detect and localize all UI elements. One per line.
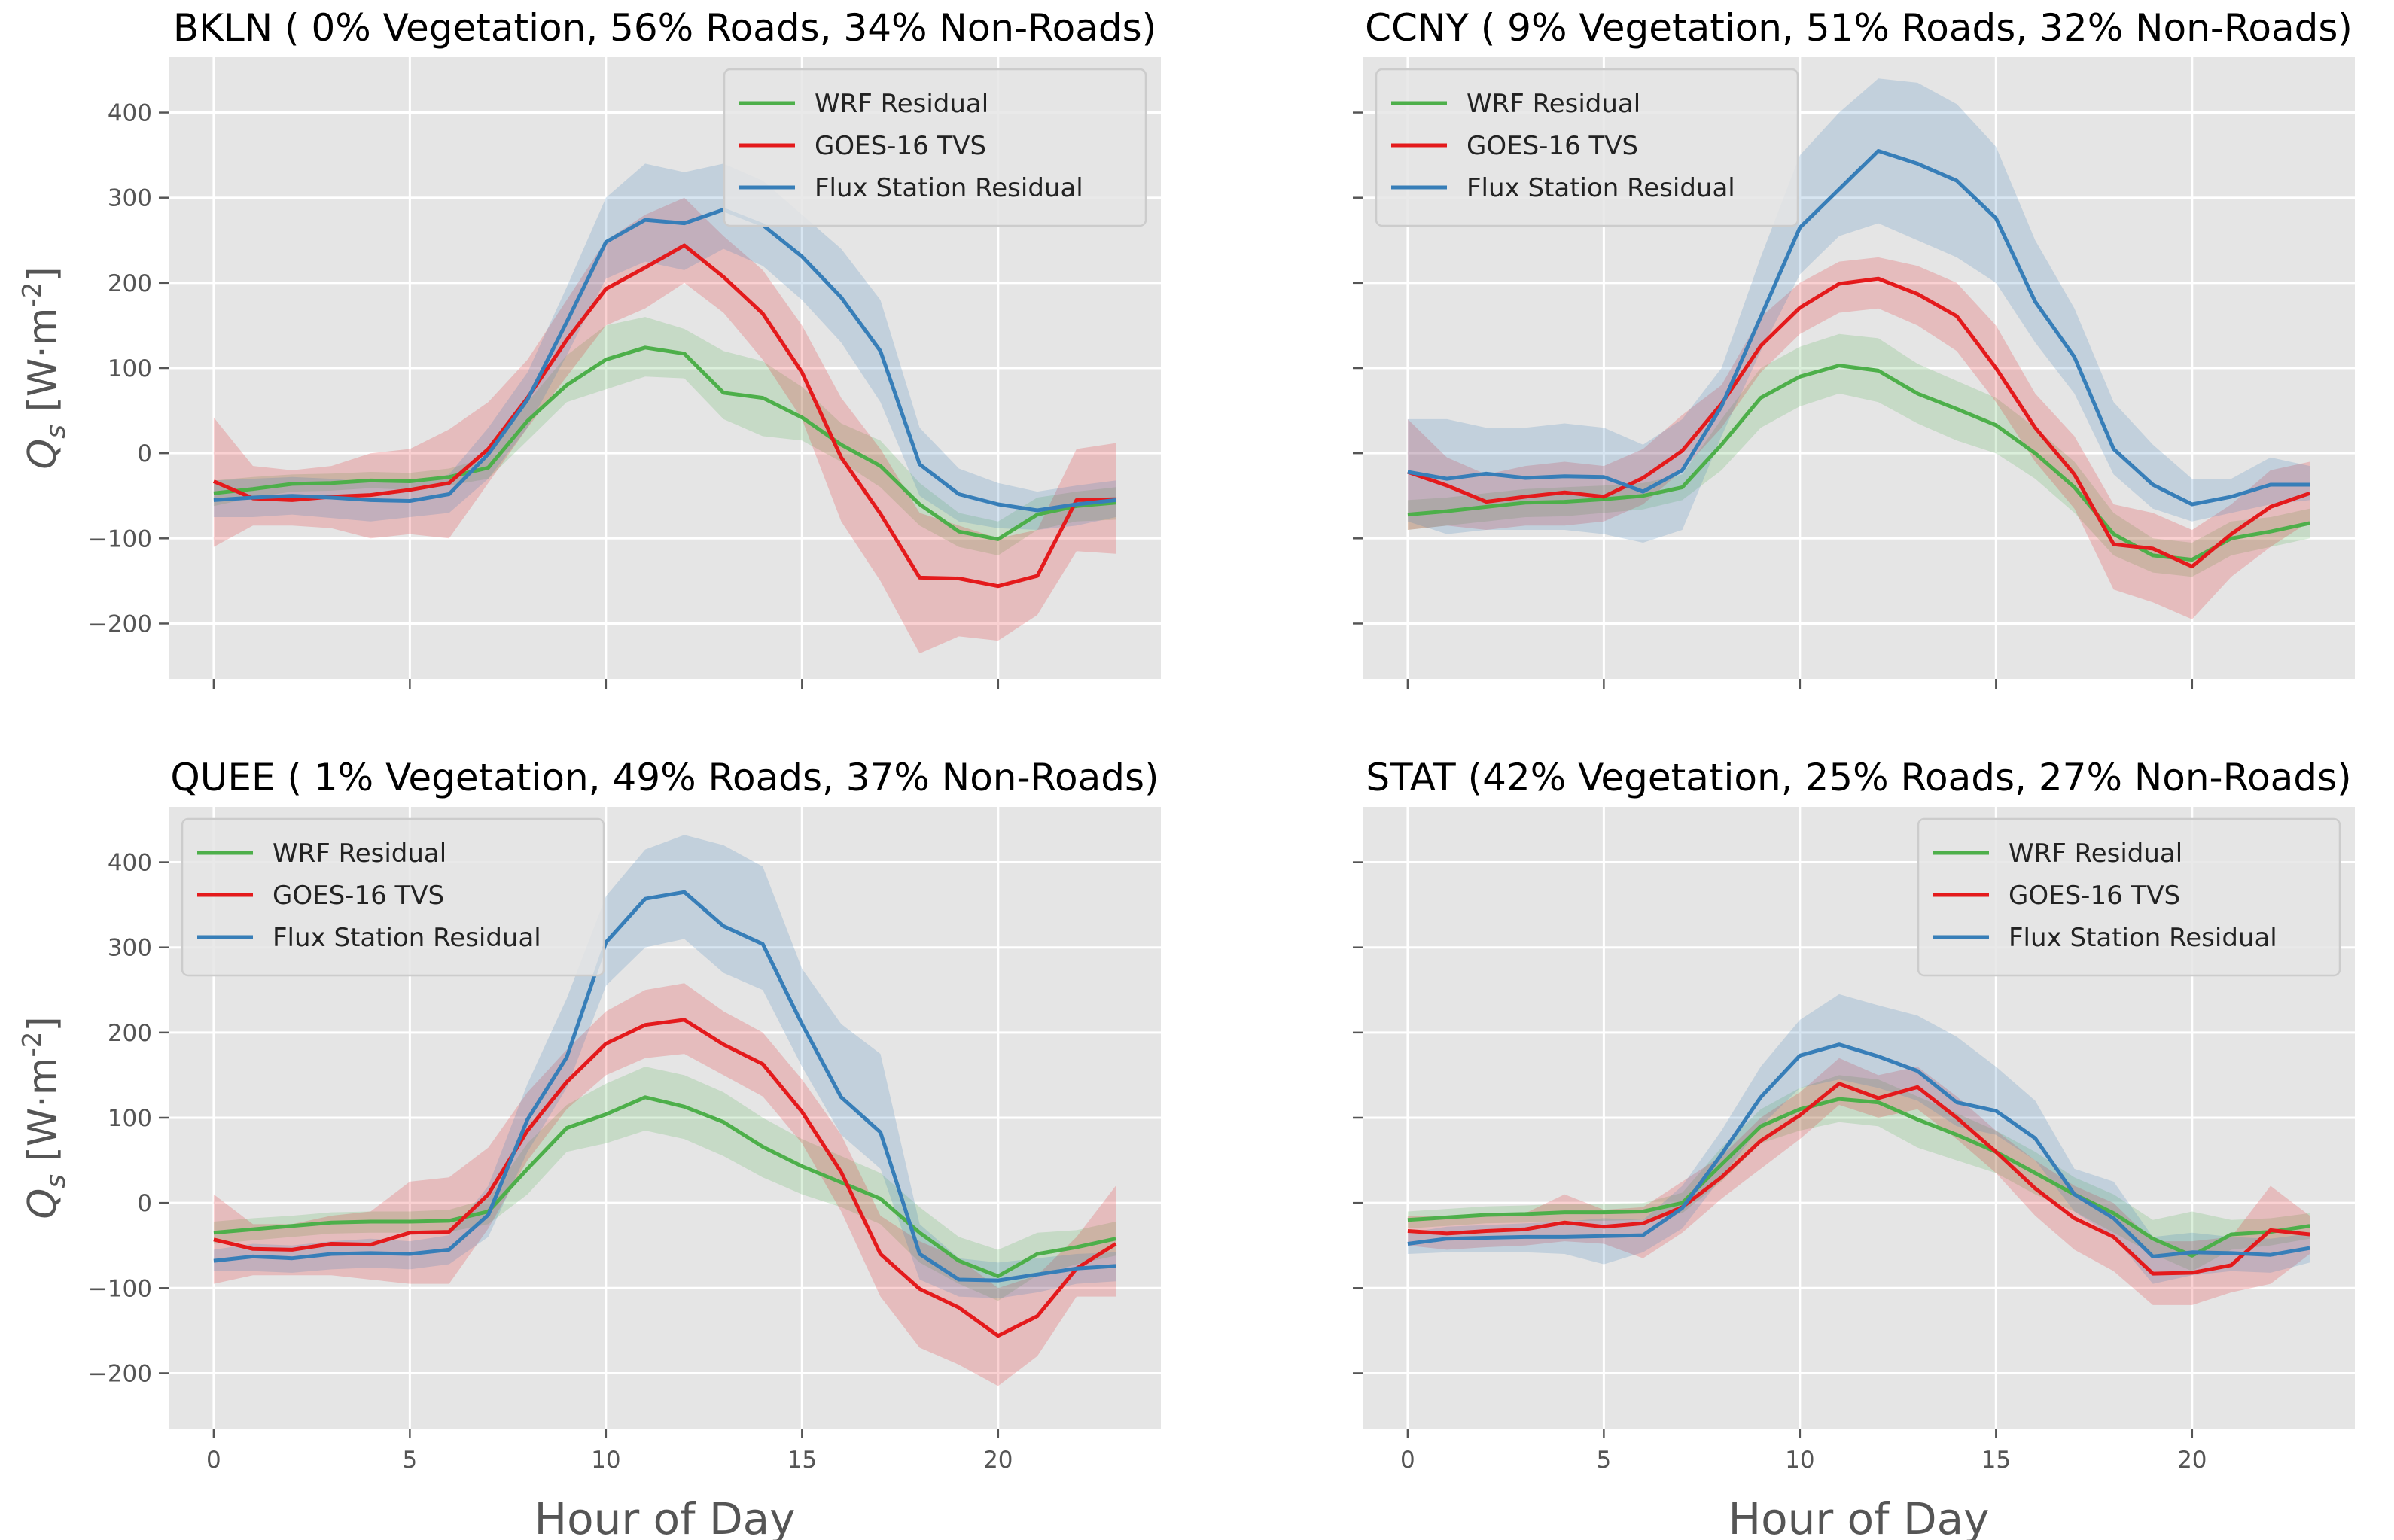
panel-title: CCNY ( 9% Vegetation, 51% Roads, 32% Non…	[1365, 6, 2353, 50]
y-tick-label: −200	[88, 610, 152, 638]
y-tick-label: 300	[108, 185, 152, 212]
panel-title: QUEE ( 1% Vegetation, 49% Roads, 37% Non…	[170, 756, 1159, 799]
line-goes-16-tvs	[212, 243, 1116, 589]
data-layer	[212, 163, 1116, 654]
x-axis-label: Hour of Day	[534, 1493, 795, 1540]
x-tick-label: 10	[1785, 1447, 1814, 1474]
line-flux-station-residual	[213, 208, 1116, 513]
legend-label-wrf-residual: WRF Residual	[2009, 838, 2182, 869]
y-tick-label: −200	[88, 1360, 152, 1387]
y-tick-label: 300	[108, 935, 152, 962]
band-flux-station-residual	[213, 163, 1116, 530]
band-goes-16-tvs	[1407, 257, 2310, 619]
band-flux-station-residual	[213, 835, 1116, 1298]
legend-label-goes-16-tvs: GOES-16 TVS	[815, 131, 986, 161]
y-tick-label: 200	[108, 1020, 152, 1047]
data-layer	[1407, 994, 2310, 1305]
legend-box	[181, 817, 605, 977]
legend-label-goes-16-tvs: GOES-16 TVS	[1467, 131, 1638, 161]
band-wrf-residual	[1407, 333, 2310, 577]
panel-3: −200 −100 0 100 200 300 400 0 5 10 15 20 QUEE ( 1% V…	[17, 756, 1161, 1540]
x-tick-label: 0	[206, 1447, 221, 1474]
x-tick-label: 15	[787, 1447, 817, 1474]
legend: WRF Residual GOES-16 TVS Flux Station Resi…	[723, 68, 1147, 227]
x-tick-label: 15	[1981, 1447, 2011, 1474]
line-wrf-residual	[213, 345, 1116, 541]
y-axis-label: Qs [W·m-2]	[17, 1016, 72, 1219]
y-tick-label: 200	[108, 270, 152, 297]
legend: WRF Residual GOES-16 TVS Flux Station Resi…	[1917, 817, 2341, 977]
data-layer	[213, 835, 1117, 1386]
y-tick-label: −100	[88, 525, 152, 552]
legend-label-wrf-residual: WRF Residual	[815, 89, 988, 119]
line-flux-station-residual	[213, 890, 1116, 1283]
band-goes-16-tvs	[213, 983, 1116, 1386]
line-wrf-residual	[1407, 364, 2310, 562]
panel-4: 0 5 10 15 20 STAT (42% Vegetation, 25% Roads,…	[1353, 756, 2355, 1540]
legend: WRF Residual GOES-16 TVS Flux Station Resi…	[181, 817, 605, 977]
y-tick-label: 0	[137, 440, 152, 467]
legend-label-wrf-residual: WRF Residual	[1467, 89, 1640, 119]
legend-label-wrf-residual: WRF Residual	[273, 838, 446, 869]
legend: WRF Residual GOES-16 TVS Flux Station Resi…	[1375, 68, 1799, 227]
y-tick-label: 400	[108, 850, 152, 877]
line-wrf-residual	[1407, 1097, 2310, 1258]
y-tick-label: 0	[137, 1190, 152, 1217]
line-flux-station-residual	[1407, 1042, 2310, 1258]
legend-box	[1917, 817, 2341, 977]
x-tick-label: 5	[403, 1447, 418, 1474]
x-axis-label: Hour of Day	[1728, 1493, 1989, 1540]
data-layer	[1407, 78, 2310, 619]
legend-label-flux-station-residual: Flux Station Residual	[815, 173, 1083, 203]
line-flux-station-residual	[1407, 149, 2310, 507]
legend-label-flux-station-residual: Flux Station Residual	[273, 923, 541, 953]
line-goes-16-tvs	[1407, 1082, 2310, 1276]
legend-box	[1375, 68, 1799, 227]
x-tick-label: 5	[1597, 1447, 1612, 1474]
legend-label-flux-station-residual: Flux Station Residual	[1467, 173, 1735, 203]
y-axis-label: Qs [W·m-2]	[17, 266, 72, 469]
y-tick-label: 400	[108, 100, 152, 127]
panel-title: STAT (42% Vegetation, 25% Roads, 27% Non…	[1366, 756, 2351, 799]
band-goes-16-tvs	[213, 197, 1116, 654]
band-wrf-residual	[213, 317, 1116, 555]
panel-title: BKLN ( 0% Vegetation, 56% Roads, 34% Non…	[173, 6, 1156, 50]
line-goes-16-tvs	[1407, 276, 2310, 569]
y-tick-label: −100	[88, 1275, 152, 1302]
panel-2: CCNY ( 9% Vegetation, 51% Roads, 32% Non…	[1353, 6, 2355, 689]
x-tick-label: 0	[1400, 1447, 1415, 1474]
y-tick-label: 100	[108, 355, 152, 382]
x-tick-label: 20	[983, 1447, 1013, 1474]
x-tick-label: 20	[2177, 1447, 2207, 1474]
line-goes-16-tvs	[213, 1018, 1117, 1338]
band-flux-station-residual	[1407, 994, 2310, 1284]
y-tick-label: 100	[108, 1105, 152, 1132]
band-goes-16-tvs	[1407, 1058, 2310, 1305]
legend-label-flux-station-residual: Flux Station Residual	[2009, 923, 2277, 953]
legend-label-goes-16-tvs: GOES-16 TVS	[273, 881, 444, 911]
legend-label-goes-16-tvs: GOES-16 TVS	[2009, 881, 2180, 911]
legend-box	[723, 68, 1147, 227]
panel-1: −200 −100 0 100 200 300 400 BKLN ( 0% Vegetatio…	[17, 6, 1161, 689]
x-tick-label: 10	[591, 1447, 620, 1474]
line-wrf-residual	[213, 1095, 1116, 1278]
